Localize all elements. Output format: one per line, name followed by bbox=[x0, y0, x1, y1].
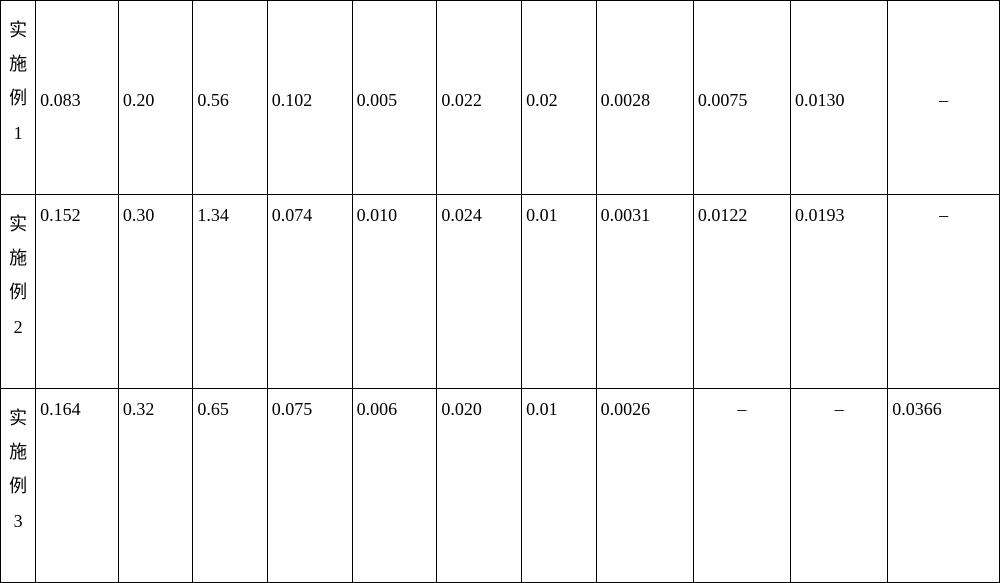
row-header-char: 3 bbox=[3, 504, 33, 538]
table-cell: 0.30 bbox=[118, 195, 192, 389]
table-cell: 0.022 bbox=[437, 1, 522, 195]
row-header-char: 2 bbox=[3, 310, 33, 344]
table-cell: 1.34 bbox=[193, 195, 267, 389]
row-header-char: 施 bbox=[3, 47, 33, 81]
row-header-char: 例 bbox=[3, 275, 33, 309]
row-header-char: 实 bbox=[3, 207, 33, 241]
table-row: 实 施 例 2 0.152 0.30 1.34 0.074 0.010 0.02… bbox=[1, 195, 1000, 389]
table-cell: 0.020 bbox=[437, 389, 522, 583]
table-cell: 0.0031 bbox=[596, 195, 693, 389]
table-cell: – bbox=[888, 195, 1000, 389]
table-cell: – bbox=[693, 389, 790, 583]
table-cell: 0.152 bbox=[36, 195, 119, 389]
table-cell: 0.32 bbox=[118, 389, 192, 583]
table-cell: 0.0193 bbox=[791, 195, 888, 389]
row-header: 实 施 例 1 bbox=[1, 1, 36, 195]
table-cell: – bbox=[791, 389, 888, 583]
table-cell: 0.083 bbox=[36, 1, 119, 195]
table-row: 实 施 例 3 0.164 0.32 0.65 0.075 0.006 0.02… bbox=[1, 389, 1000, 583]
row-header-char: 实 bbox=[3, 13, 33, 47]
table-cell: 0.02 bbox=[522, 1, 596, 195]
table-cell: 0.074 bbox=[267, 195, 352, 389]
row-header-char: 例 bbox=[3, 469, 33, 503]
table-cell: 0.65 bbox=[193, 389, 267, 583]
table-row: 实 施 例 1 0.083 0.20 0.56 0.102 0.005 0.02… bbox=[1, 1, 1000, 195]
table-cell: 0.024 bbox=[437, 195, 522, 389]
table-cell: 0.010 bbox=[352, 195, 437, 389]
row-header: 实 施 例 3 bbox=[1, 389, 36, 583]
table-cell: 0.20 bbox=[118, 1, 192, 195]
row-header: 实 施 例 2 bbox=[1, 195, 36, 389]
table-cell: 0.005 bbox=[352, 1, 437, 195]
row-header-char: 施 bbox=[3, 241, 33, 275]
table-cell: 0.164 bbox=[36, 389, 119, 583]
row-header-char: 1 bbox=[3, 116, 33, 150]
table-cell: 0.075 bbox=[267, 389, 352, 583]
table-cell: 0.0122 bbox=[693, 195, 790, 389]
table-cell: 0.0366 bbox=[888, 389, 1000, 583]
table-cell: 0.102 bbox=[267, 1, 352, 195]
table-cell: 0.006 bbox=[352, 389, 437, 583]
table-cell: 0.0028 bbox=[596, 1, 693, 195]
table-cell: 0.0130 bbox=[791, 1, 888, 195]
table-cell: 0.56 bbox=[193, 1, 267, 195]
data-table-container: 实 施 例 1 0.083 0.20 0.56 0.102 0.005 0.02… bbox=[0, 0, 1000, 583]
row-header-char: 例 bbox=[3, 81, 33, 115]
table-cell: 0.01 bbox=[522, 195, 596, 389]
table-cell: 0.0026 bbox=[596, 389, 693, 583]
row-header-char: 实 bbox=[3, 401, 33, 435]
row-header-char: 施 bbox=[3, 435, 33, 469]
table-cell: 0.01 bbox=[522, 389, 596, 583]
table-cell: 0.0075 bbox=[693, 1, 790, 195]
data-table: 实 施 例 1 0.083 0.20 0.56 0.102 0.005 0.02… bbox=[0, 0, 1000, 583]
table-cell: – bbox=[888, 1, 1000, 195]
